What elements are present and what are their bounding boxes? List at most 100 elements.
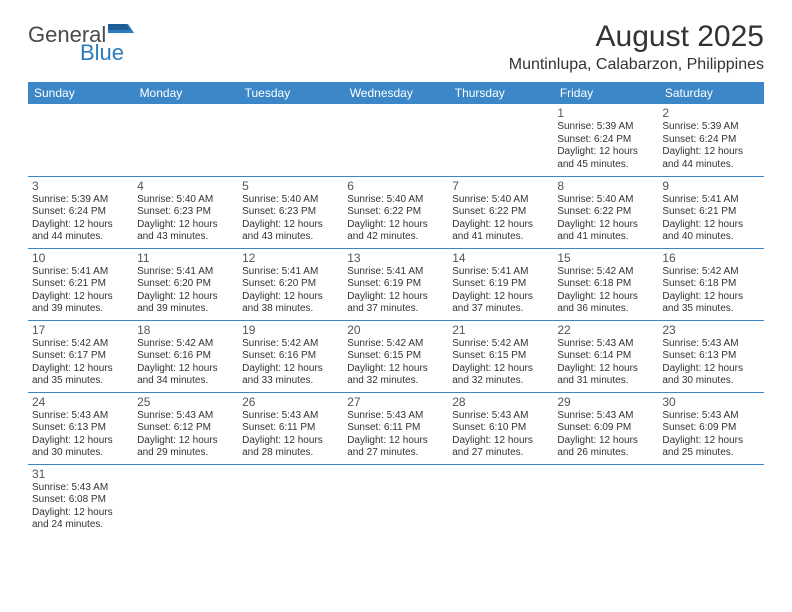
daylight-line-1: Daylight: 12 hours <box>662 291 759 304</box>
calendar-cell: 13Sunrise: 5:41 AMSunset: 6:19 PMDayligh… <box>343 248 448 320</box>
calendar-cell: 11Sunrise: 5:41 AMSunset: 6:20 PMDayligh… <box>133 248 238 320</box>
sunrise-line: Sunrise: 5:41 AM <box>242 266 339 279</box>
calendar-cell <box>658 464 763 536</box>
day-number: 18 <box>137 323 234 338</box>
day-header: Sunday <box>28 82 133 104</box>
sunset-line: Sunset: 6:23 PM <box>242 206 339 219</box>
sunset-line: Sunset: 6:21 PM <box>662 206 759 219</box>
sunset-line: Sunset: 6:23 PM <box>137 206 234 219</box>
sunset-line: Sunset: 6:24 PM <box>557 134 654 147</box>
calendar-cell: 26Sunrise: 5:43 AMSunset: 6:11 PMDayligh… <box>238 392 343 464</box>
calendar-table: SundayMondayTuesdayWednesdayThursdayFrid… <box>28 82 764 536</box>
daylight-line-1: Daylight: 12 hours <box>662 219 759 232</box>
daylight-line-2: and 33 minutes. <box>242 375 339 388</box>
daylight-line-2: and 27 minutes. <box>452 447 549 460</box>
calendar-cell <box>28 104 133 176</box>
daylight-line-1: Daylight: 12 hours <box>557 219 654 232</box>
daylight-line-2: and 35 minutes. <box>32 375 129 388</box>
calendar-cell: 28Sunrise: 5:43 AMSunset: 6:10 PMDayligh… <box>448 392 553 464</box>
calendar-cell: 19Sunrise: 5:42 AMSunset: 6:16 PMDayligh… <box>238 320 343 392</box>
daylight-line-1: Daylight: 12 hours <box>557 146 654 159</box>
daylight-line-1: Daylight: 12 hours <box>662 435 759 448</box>
calendar-cell <box>133 464 238 536</box>
day-number: 30 <box>662 395 759 410</box>
sunrise-line: Sunrise: 5:43 AM <box>557 410 654 423</box>
day-header: Monday <box>133 82 238 104</box>
calendar-cell <box>238 104 343 176</box>
daylight-line-2: and 41 minutes. <box>557 231 654 244</box>
daylight-line-1: Daylight: 12 hours <box>137 435 234 448</box>
daylight-line-2: and 26 minutes. <box>557 447 654 460</box>
sunset-line: Sunset: 6:20 PM <box>242 278 339 291</box>
daylight-line-2: and 25 minutes. <box>662 447 759 460</box>
daylight-line-2: and 35 minutes. <box>662 303 759 316</box>
daylight-line-1: Daylight: 12 hours <box>32 363 129 376</box>
sunset-line: Sunset: 6:20 PM <box>137 278 234 291</box>
daylight-line-2: and 29 minutes. <box>137 447 234 460</box>
daylight-line-2: and 27 minutes. <box>347 447 444 460</box>
calendar-cell: 6Sunrise: 5:40 AMSunset: 6:22 PMDaylight… <box>343 176 448 248</box>
sunrise-line: Sunrise: 5:43 AM <box>662 338 759 351</box>
daylight-line-2: and 44 minutes. <box>662 159 759 172</box>
daylight-line-1: Daylight: 12 hours <box>32 507 129 520</box>
daylight-line-2: and 41 minutes. <box>452 231 549 244</box>
day-number: 4 <box>137 179 234 194</box>
daylight-line-1: Daylight: 12 hours <box>452 291 549 304</box>
sunset-line: Sunset: 6:24 PM <box>662 134 759 147</box>
day-number: 24 <box>32 395 129 410</box>
day-number: 13 <box>347 251 444 266</box>
page-title: August 2025 <box>509 20 764 54</box>
calendar-week-row: 17Sunrise: 5:42 AMSunset: 6:17 PMDayligh… <box>28 320 764 392</box>
sunset-line: Sunset: 6:09 PM <box>557 422 654 435</box>
day-number: 25 <box>137 395 234 410</box>
sunset-line: Sunset: 6:11 PM <box>347 422 444 435</box>
calendar-cell: 5Sunrise: 5:40 AMSunset: 6:23 PMDaylight… <box>238 176 343 248</box>
sunset-line: Sunset: 6:24 PM <box>32 206 129 219</box>
calendar-cell: 23Sunrise: 5:43 AMSunset: 6:13 PMDayligh… <box>658 320 763 392</box>
calendar-cell: 15Sunrise: 5:42 AMSunset: 6:18 PMDayligh… <box>553 248 658 320</box>
calendar-cell <box>343 104 448 176</box>
daylight-line-2: and 38 minutes. <box>242 303 339 316</box>
day-number: 29 <box>557 395 654 410</box>
sunset-line: Sunset: 6:22 PM <box>452 206 549 219</box>
daylight-line-1: Daylight: 12 hours <box>452 435 549 448</box>
daylight-line-2: and 32 minutes. <box>347 375 444 388</box>
sunrise-line: Sunrise: 5:43 AM <box>662 410 759 423</box>
daylight-line-2: and 32 minutes. <box>452 375 549 388</box>
sunrise-line: Sunrise: 5:41 AM <box>347 266 444 279</box>
day-number: 1 <box>557 106 654 121</box>
calendar-cell: 14Sunrise: 5:41 AMSunset: 6:19 PMDayligh… <box>448 248 553 320</box>
sunset-line: Sunset: 6:19 PM <box>452 278 549 291</box>
day-number: 17 <box>32 323 129 338</box>
calendar-cell <box>133 104 238 176</box>
sunrise-line: Sunrise: 5:40 AM <box>452 194 549 207</box>
calendar-cell: 16Sunrise: 5:42 AMSunset: 6:18 PMDayligh… <box>658 248 763 320</box>
calendar-cell: 29Sunrise: 5:43 AMSunset: 6:09 PMDayligh… <box>553 392 658 464</box>
daylight-line-1: Daylight: 12 hours <box>32 435 129 448</box>
sunset-line: Sunset: 6:16 PM <box>242 350 339 363</box>
calendar-cell: 7Sunrise: 5:40 AMSunset: 6:22 PMDaylight… <box>448 176 553 248</box>
sunrise-line: Sunrise: 5:42 AM <box>347 338 444 351</box>
daylight-line-2: and 42 minutes. <box>347 231 444 244</box>
calendar-cell: 3Sunrise: 5:39 AMSunset: 6:24 PMDaylight… <box>28 176 133 248</box>
daylight-line-1: Daylight: 12 hours <box>347 219 444 232</box>
daylight-line-1: Daylight: 12 hours <box>137 363 234 376</box>
calendar-cell: 4Sunrise: 5:40 AMSunset: 6:23 PMDaylight… <box>133 176 238 248</box>
calendar-cell <box>238 464 343 536</box>
sunset-line: Sunset: 6:18 PM <box>557 278 654 291</box>
daylight-line-1: Daylight: 12 hours <box>137 291 234 304</box>
calendar-week-row: 1Sunrise: 5:39 AMSunset: 6:24 PMDaylight… <box>28 104 764 176</box>
sunset-line: Sunset: 6:11 PM <box>242 422 339 435</box>
day-number: 10 <box>32 251 129 266</box>
calendar-cell <box>448 464 553 536</box>
sunset-line: Sunset: 6:16 PM <box>137 350 234 363</box>
calendar-cell: 25Sunrise: 5:43 AMSunset: 6:12 PMDayligh… <box>133 392 238 464</box>
calendar-cell <box>343 464 448 536</box>
sunrise-line: Sunrise: 5:42 AM <box>662 266 759 279</box>
sunrise-line: Sunrise: 5:41 AM <box>452 266 549 279</box>
daylight-line-2: and 44 minutes. <box>32 231 129 244</box>
daylight-line-1: Daylight: 12 hours <box>452 219 549 232</box>
day-number: 16 <box>662 251 759 266</box>
daylight-line-2: and 43 minutes. <box>137 231 234 244</box>
calendar-cell <box>553 464 658 536</box>
